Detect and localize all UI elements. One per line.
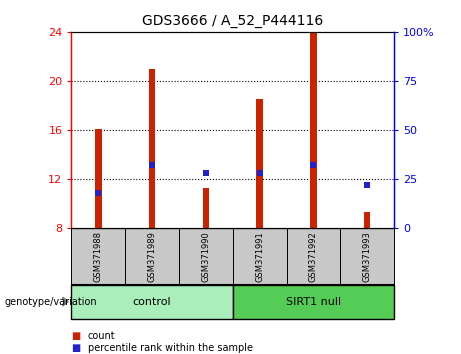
Text: SIRT1 null: SIRT1 null xyxy=(286,297,341,307)
Bar xyxy=(233,285,394,319)
Bar xyxy=(233,228,287,285)
Text: GSM371993: GSM371993 xyxy=(363,231,372,282)
Bar xyxy=(125,228,179,285)
Bar xyxy=(287,228,340,285)
Text: GSM371990: GSM371990 xyxy=(201,231,210,282)
Bar xyxy=(71,228,125,285)
Bar xyxy=(364,212,371,228)
Bar xyxy=(310,32,317,228)
Bar xyxy=(71,285,233,319)
Text: percentile rank within the sample: percentile rank within the sample xyxy=(88,343,253,353)
Text: genotype/variation: genotype/variation xyxy=(5,297,97,307)
Bar xyxy=(203,188,209,228)
Text: control: control xyxy=(133,297,171,307)
Text: ■: ■ xyxy=(71,343,81,353)
Text: count: count xyxy=(88,331,115,341)
Bar xyxy=(179,228,233,285)
Bar xyxy=(95,129,101,228)
Title: GDS3666 / A_52_P444116: GDS3666 / A_52_P444116 xyxy=(142,14,324,28)
Bar xyxy=(256,99,263,228)
Text: ■: ■ xyxy=(71,331,81,341)
FancyArrow shape xyxy=(63,297,68,306)
Text: GSM371991: GSM371991 xyxy=(255,231,264,282)
Text: GSM371988: GSM371988 xyxy=(94,231,103,282)
Text: GSM371989: GSM371989 xyxy=(148,231,157,282)
Bar xyxy=(149,69,155,228)
Bar xyxy=(340,228,394,285)
Text: GSM371992: GSM371992 xyxy=(309,231,318,282)
